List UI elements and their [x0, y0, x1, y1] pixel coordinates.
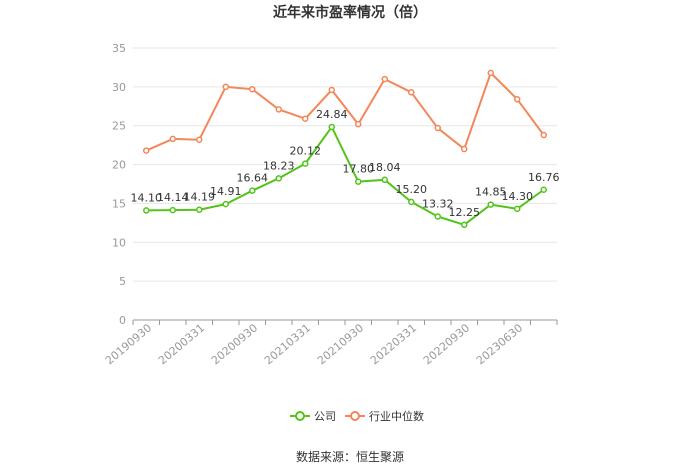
data-label: 18.23	[263, 159, 295, 172]
data-label: 24.84	[316, 108, 348, 121]
data-label: 14.85	[475, 186, 507, 199]
data-point[interactable]	[355, 178, 362, 185]
data-label: 16.76	[528, 171, 560, 184]
legend-item[interactable]: 行业中位数	[345, 409, 424, 423]
data-label: 14.30	[502, 190, 534, 203]
x-tick-label: 20230630	[474, 321, 525, 367]
legend-label: 行业中位数	[369, 409, 424, 423]
y-tick-label: 5	[119, 275, 126, 288]
y-tick-label: 30	[112, 81, 126, 94]
data-point[interactable]	[461, 221, 468, 229]
x-tick-label: 20210930	[315, 321, 366, 367]
data-point[interactable]	[487, 69, 494, 77]
data-label: 14.14	[157, 191, 189, 204]
data-point[interactable]	[249, 85, 256, 93]
x-axis: 20190930 20200331 20200930 20210331 20210930…	[103, 319, 558, 367]
data-point[interactable]	[328, 123, 335, 131]
series-line	[145, 71, 545, 152]
data-point[interactable]	[196, 136, 203, 143]
series-行业中位数	[143, 69, 547, 154]
data-point[interactable]	[196, 206, 203, 213]
legend-marker	[295, 411, 305, 421]
data-point[interactable]	[302, 160, 309, 167]
data-point[interactable]	[222, 200, 229, 208]
data-point[interactable]	[434, 124, 441, 132]
data-label: 18.04	[369, 161, 401, 174]
y-tick-label: 35	[112, 42, 126, 55]
data-point[interactable]	[275, 175, 282, 182]
data-point[interactable]	[249, 187, 256, 194]
x-tick-label: 20190930	[103, 321, 154, 367]
data-label: 17.80	[343, 163, 375, 176]
x-tick-label: 20220930	[421, 321, 472, 367]
data-point[interactable]	[222, 83, 229, 91]
series-group	[143, 69, 547, 229]
data-point[interactable]	[143, 207, 150, 214]
data-label: 12.25	[449, 206, 481, 219]
grid-lines	[133, 47, 557, 282]
legend-item[interactable]: 公司	[290, 410, 336, 423]
data-label: 14.10	[131, 191, 163, 204]
data-point[interactable]	[408, 89, 415, 96]
y-tick-label: 25	[112, 120, 126, 133]
data-point[interactable]	[381, 75, 388, 83]
legend[interactable]: 公司 行业中位数	[290, 409, 424, 423]
y-axis: 0 5 10 15 20 25 30 35	[112, 42, 126, 327]
data-point[interactable]	[540, 186, 547, 194]
data-point[interactable]	[408, 198, 415, 206]
x-tick-label: 20210331	[262, 321, 313, 367]
y-tick-label: 20	[112, 159, 126, 172]
data-point[interactable]	[355, 120, 362, 128]
data-point[interactable]	[434, 213, 441, 220]
data-point[interactable]	[143, 147, 150, 154]
series-公司	[143, 123, 547, 229]
legend-label: 公司	[314, 410, 336, 423]
chart-title: 近年来市盈率情况（倍）	[273, 4, 427, 21]
x-tick-label: 20220331	[368, 321, 419, 367]
data-point[interactable]	[302, 115, 309, 122]
data-point[interactable]	[381, 176, 388, 184]
data-point[interactable]	[328, 86, 335, 94]
data-point[interactable]	[487, 201, 494, 208]
data-label: 20.12	[290, 145, 322, 158]
data-point[interactable]	[169, 135, 176, 143]
data-label: 13.32	[422, 197, 454, 210]
data-point[interactable]	[275, 106, 282, 113]
data-point[interactable]	[540, 131, 547, 139]
data-point[interactable]	[514, 96, 521, 103]
data-label: 14.91	[210, 185, 242, 198]
y-tick-label: 0	[119, 314, 126, 327]
data-point[interactable]	[514, 205, 521, 213]
data-point[interactable]	[169, 206, 176, 214]
data-point[interactable]	[461, 145, 468, 153]
x-tick-label: 20200331	[156, 321, 207, 367]
data-label: 15.20	[396, 183, 428, 196]
data-label: 16.64	[237, 172, 269, 185]
source-note: 数据来源：恒生聚源	[296, 449, 404, 464]
data-label: 14.19	[184, 191, 216, 204]
series-line	[146, 125, 545, 226]
x-tick-label: 20200930	[209, 321, 260, 367]
y-tick-label: 15	[112, 197, 126, 210]
legend-marker	[350, 411, 360, 421]
y-tick-label: 10	[112, 236, 126, 249]
